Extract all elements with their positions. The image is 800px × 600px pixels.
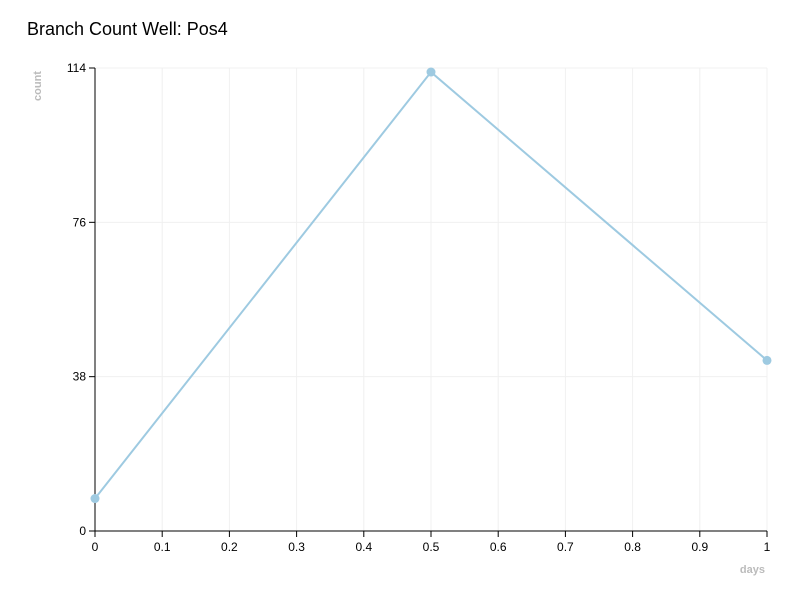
x-tick-label: 0.5 — [423, 540, 440, 554]
point — [426, 67, 436, 77]
x-tick-label: 0.8 — [624, 540, 641, 554]
x-tick-label: 0.6 — [490, 540, 507, 554]
y-tick-label: 0 — [79, 524, 86, 538]
x-tick-label: 0.1 — [154, 540, 171, 554]
y-axis-label: count — [32, 71, 44, 101]
x-axis-label: days — [740, 564, 765, 576]
x-tick-label: 0.3 — [288, 540, 305, 554]
x-tick-label: 1 — [764, 540, 771, 554]
x-tick-label: 0.7 — [557, 540, 574, 554]
x-tick-label: 0.2 — [221, 540, 238, 554]
point — [90, 494, 100, 504]
y-tick-label: 38 — [73, 370, 87, 384]
x-tick-label: 0.9 — [691, 540, 708, 554]
x-tick-label: 0.4 — [355, 540, 372, 554]
chart-title: Branch Count Well: Pos4 — [27, 19, 228, 39]
y-tick-label: 114 — [67, 61, 86, 75]
point — [762, 355, 772, 365]
y-tick-label: 76 — [73, 215, 87, 229]
x-tick-label: 0 — [92, 540, 99, 554]
